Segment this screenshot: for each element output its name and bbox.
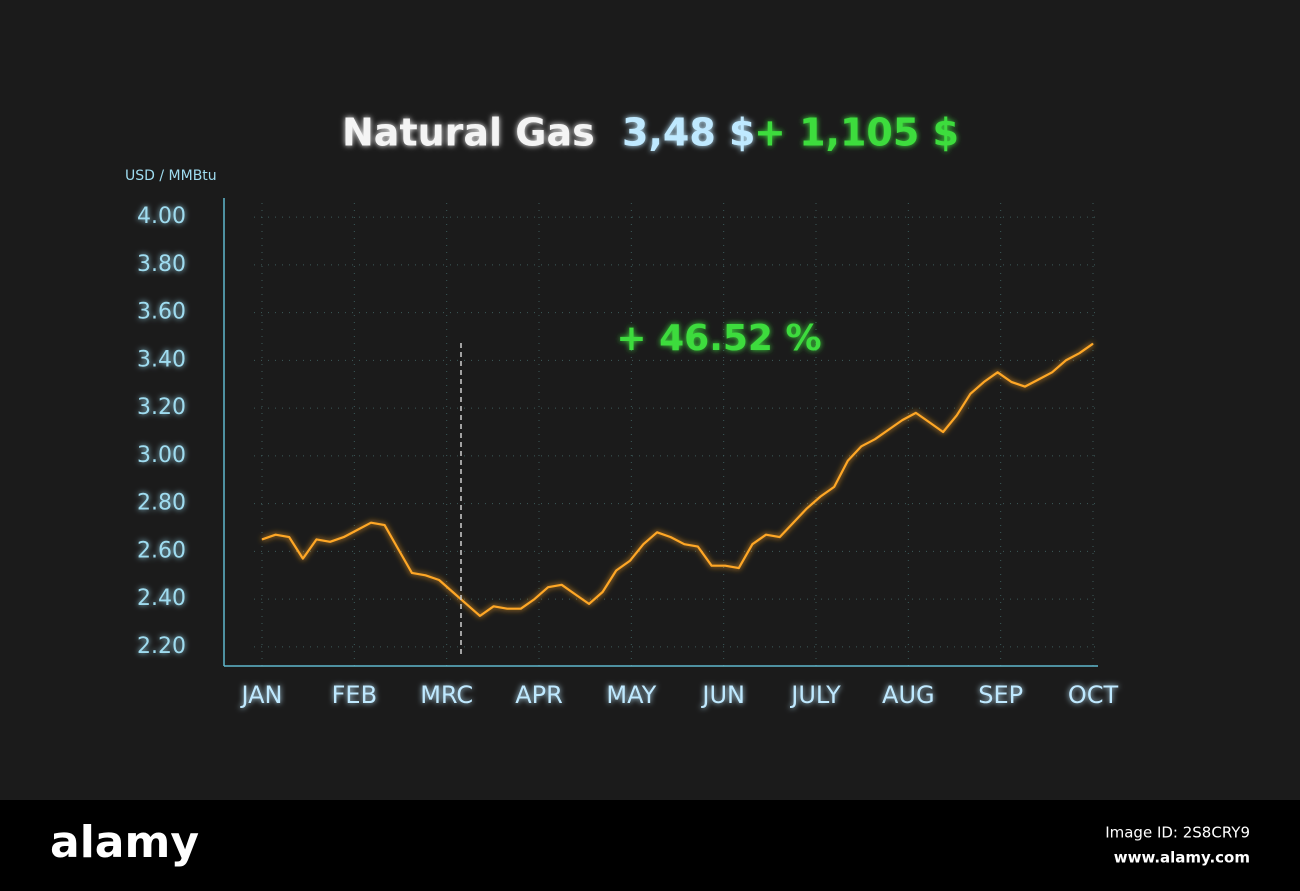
y-tick-label: 2.20 [137,634,186,659]
change: + 1,105 $ [754,111,959,155]
annotation: + 46.52 % [616,318,821,359]
x-tick-label: AUG [882,681,935,709]
y-tick-label: 2.60 [137,538,186,563]
footer-bar [0,800,1300,891]
price: 3,48 $ [622,111,755,155]
y-tick-label: 2.80 [137,491,186,516]
footer-url: www.alamy.com [1114,849,1250,867]
y-axis-label: USD / MMBtu [125,168,217,184]
price-line [261,342,1094,617]
plot-area: 2.20 2.40 2.60 2.80 3.00 3.20 3.40 3.60 3.80 4.00… [137,203,1118,709]
x-tick-label: MRC [420,681,473,709]
x-tick-label: APR [515,681,563,709]
y-tick-label: 3.80 [137,252,186,277]
x-tick-label: JUN [700,681,745,709]
x-tick-label: MAY [606,681,656,709]
x-tick-label: FEB [332,681,377,709]
y-tick-label: 3.40 [137,347,186,372]
chart-title: Natural Gas [342,111,595,155]
x-tick-label: JULY [789,681,841,709]
y-tick-label: 3.00 [137,443,186,468]
footer-brand: alamy [50,817,199,868]
x-tick-label: JAN [239,681,282,709]
x-tick-label: OCT [1068,681,1119,709]
y-tick-label: 4.00 [137,204,186,229]
y-tick-label: 3.60 [137,300,186,325]
footer-id: Image ID: 2S8CRY9 [1105,824,1250,842]
y-tick-label: 3.20 [137,395,186,420]
x-tick-label: SEP [978,681,1023,709]
y-tick-label: 2.40 [137,586,186,611]
